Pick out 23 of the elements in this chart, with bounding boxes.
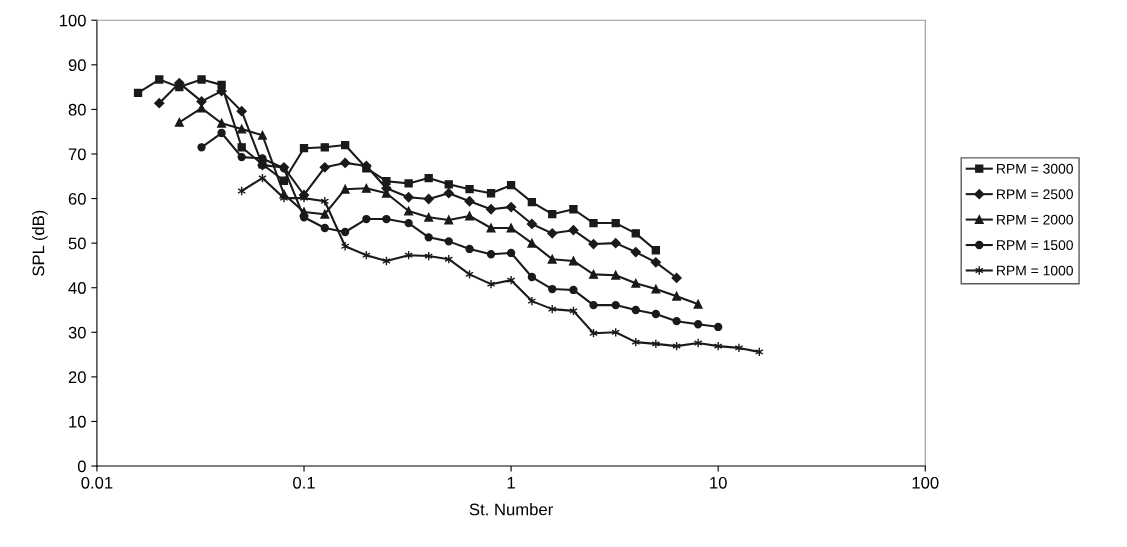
y-tick-label: 10 bbox=[69, 415, 86, 428]
legend-label: RPM = 1000 bbox=[997, 265, 1073, 276]
x-tick-label: 100 bbox=[912, 476, 939, 489]
y-tick-label: 100 bbox=[59, 14, 86, 27]
y-tick-label: 70 bbox=[68, 148, 86, 161]
legend-label: RPM = 2500 bbox=[997, 189, 1073, 200]
y-tick-label: 60 bbox=[68, 192, 86, 205]
y-tick-label: 0 bbox=[77, 460, 86, 473]
y-tick-label: 80 bbox=[68, 103, 86, 116]
x-tick-label: 10 bbox=[710, 476, 727, 489]
x-axis-title: St. Number bbox=[469, 503, 553, 516]
y-tick-label: 30 bbox=[68, 326, 86, 339]
legend-label: RPM = 1500 bbox=[997, 240, 1073, 251]
x-tick-label: 1 bbox=[507, 477, 515, 489]
y-tick-label: 90 bbox=[68, 59, 86, 72]
x-tick-label: 0.01 bbox=[81, 476, 113, 489]
y-tick-label: 50 bbox=[68, 237, 86, 250]
x-tick-label: 0.1 bbox=[293, 476, 315, 489]
y-tick-label: 20 bbox=[68, 371, 86, 384]
legend-label: RPM = 3000 bbox=[997, 163, 1073, 174]
legend-label: RPM = 2000 bbox=[997, 214, 1073, 225]
y-tick-label: 40 bbox=[68, 282, 86, 294]
y-axis-title: SPL (dB) bbox=[32, 210, 48, 276]
